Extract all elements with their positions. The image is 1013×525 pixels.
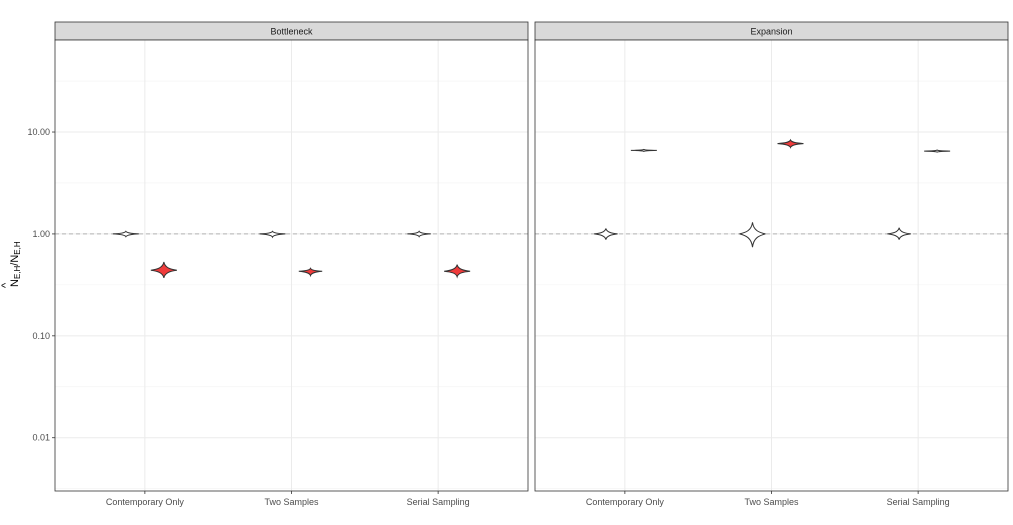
violin-two-samples-red bbox=[777, 138, 804, 149]
violin-contemporary-only-red bbox=[150, 261, 177, 279]
violin-two-samples-white bbox=[259, 230, 286, 239]
y-axis-title: NE,H/NE,H ^ bbox=[0, 241, 22, 288]
violin-serial-sampling-red bbox=[444, 264, 471, 279]
violin-serial-sampling-white bbox=[887, 227, 911, 240]
violin-two-samples-red bbox=[298, 267, 323, 278]
y-axis: 0.01 0.10 1.00 10.00 bbox=[27, 127, 55, 443]
y-label-hat: ^ bbox=[0, 282, 12, 288]
y-label-sub2: E,H bbox=[13, 241, 22, 255]
y-label-sub1: E,H bbox=[13, 265, 22, 279]
violin-serial-sampling-white bbox=[407, 230, 431, 238]
y-axis-label: NE,H/NE,H bbox=[9, 241, 22, 287]
y-label-slash: /N bbox=[9, 255, 21, 266]
violin-contemporary-only-white bbox=[112, 230, 139, 238]
x-tick-label: Contemporary Only bbox=[106, 497, 185, 507]
y-label-main: N bbox=[9, 279, 21, 287]
panel-expansion: Expansion Contemporary Only Two Samples Ser… bbox=[534, 21, 1009, 507]
y-tick-label: 1.00 bbox=[32, 229, 50, 239]
panel-strip-label: Expansion bbox=[750, 27, 792, 37]
x-tick-label: Two Samples bbox=[744, 497, 799, 507]
x-tick-label: Serial Sampling bbox=[887, 497, 950, 507]
y-tick-label: 0.01 bbox=[32, 433, 50, 443]
y-tick-label: 10.00 bbox=[27, 127, 50, 137]
y-tick-label: 0.10 bbox=[32, 331, 50, 341]
violin-serial-sampling-white bbox=[924, 149, 951, 153]
violin-contemporary-only-white bbox=[630, 148, 657, 153]
x-tick-label: Two Samples bbox=[264, 497, 319, 507]
panels-layer: Bottleneck Contemporary Only Two Samples Se… bbox=[54, 21, 1009, 507]
violin-two-samples-white bbox=[739, 222, 766, 248]
x-tick-label: Serial Sampling bbox=[407, 497, 470, 507]
panel-bottleneck: Bottleneck Contemporary Only Two Samples Se… bbox=[54, 21, 529, 507]
violin-contemporary-only-white bbox=[594, 228, 618, 240]
x-tick-label: Contemporary Only bbox=[586, 497, 665, 507]
panel-strip-label: Bottleneck bbox=[270, 27, 313, 37]
